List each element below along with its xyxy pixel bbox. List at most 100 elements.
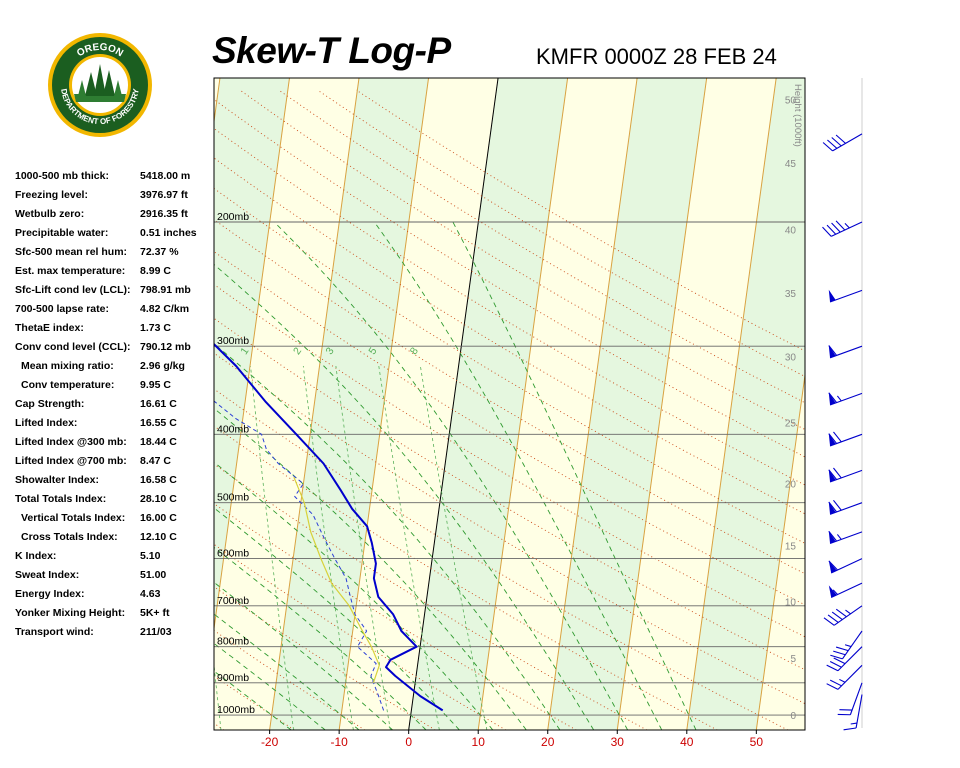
index-value: 16.58 C: [140, 474, 177, 486]
index-label: Wetbulb zero:: [15, 208, 85, 220]
plot-frame: [213, 77, 806, 731]
barb-full: [839, 709, 853, 711]
index-label: Total Totals Index:: [15, 493, 107, 505]
barb-shaft: [830, 558, 863, 574]
barb-full: [835, 220, 846, 231]
index-label: Sfc-Lift cond lev (LCL):: [15, 284, 131, 296]
index-value: 798.91 mb: [140, 284, 191, 296]
barb-half: [839, 678, 846, 683]
height-tick-label: 25: [785, 419, 797, 430]
x-tick-label: -10: [330, 735, 348, 749]
index-row: Conv temperature: 9.95 C: [15, 375, 205, 394]
index-value: 790.12 mb: [140, 341, 191, 353]
index-value: 2.96 g/kg: [140, 360, 185, 372]
barb-flag: [828, 560, 837, 573]
barb-full: [823, 617, 835, 626]
moist-adiabat: [214, 263, 595, 730]
wind-barb: [826, 664, 863, 690]
wind-barb: [828, 345, 863, 359]
isotherm: [214, 78, 221, 126]
barb-half: [850, 722, 858, 725]
barb-flag: [828, 289, 836, 303]
mixing-ratio-line: [214, 661, 222, 730]
index-row: Transport wind: 211/03: [15, 622, 205, 641]
index-value: 8.47 C: [140, 455, 171, 467]
mixing-ratio-line: [420, 365, 488, 730]
barb-shaft: [829, 469, 863, 483]
isotherm: [214, 78, 290, 633]
barb-full: [830, 654, 843, 660]
pressure-label: 500mb: [217, 492, 249, 504]
wind-barb: [828, 431, 863, 447]
barb-shaft: [833, 605, 863, 626]
isotherm: [0, 78, 81, 730]
index-row: Precipitable water: 0.51 inches: [15, 223, 205, 242]
dry-adiabat: [317, 89, 805, 378]
index-label: Lifted Index @300 mb:: [15, 436, 127, 448]
index-value: 5.10: [140, 550, 161, 562]
barb-half: [836, 534, 842, 540]
station-time-label: KMFR 0000Z 28 FEB 24: [536, 44, 777, 69]
barb-full: [828, 501, 838, 513]
moist-adiabat: [374, 221, 663, 730]
index-label: Conv temperature:: [21, 379, 115, 391]
index-row: Lifted Index: 16.55 C: [15, 413, 205, 432]
dry-adiabat: [214, 352, 805, 705]
index-row: K Index: 5.10: [15, 546, 205, 565]
barb-flag: [828, 469, 836, 483]
barb-shaft: [829, 289, 863, 303]
height-tick-label: 45: [785, 159, 797, 170]
wind-barb: [828, 499, 863, 515]
index-row: Yonker Mixing Height: 5K+ ft: [15, 603, 205, 622]
barb-full: [822, 142, 833, 152]
index-value: 16.00 C: [140, 512, 177, 524]
index-label: Vertical Totals Index:: [21, 512, 126, 524]
wind-barb: [826, 646, 863, 672]
dry-adiabat: [214, 98, 805, 458]
index-row: Sfc-Lift cond lev (LCL): 798.91 mb: [15, 280, 205, 299]
temperature-band: [0, 78, 150, 730]
barb-shaft: [849, 682, 863, 715]
logo-top-text: OREGON: [75, 42, 125, 59]
barb-half: [832, 589, 838, 595]
moist-adiabat: [273, 221, 629, 730]
barb-full: [828, 469, 838, 480]
height-tick-label: 5: [790, 654, 796, 665]
mixing-ratio-label: 0.4: [174, 338, 192, 357]
oregon-forestry-logo: OREGON DEPARTMENT OF FORESTRY: [48, 33, 152, 137]
isotherm: [686, 78, 777, 730]
index-value: 12.10 C: [140, 531, 177, 543]
barb-shaft: [837, 646, 863, 672]
mixing-ratio-label: 3: [323, 345, 336, 357]
index-value: 28.10 C: [140, 493, 177, 505]
barb-full: [831, 611, 843, 621]
index-row: Lifted Index @700 mb: 8.47 C: [15, 451, 205, 470]
barb-flag: [828, 392, 836, 406]
isotherm: [616, 78, 708, 730]
index-row: Cross Totals Index: 12.10 C: [15, 527, 205, 546]
isotherm: [755, 371, 805, 730]
barb-full: [829, 661, 842, 668]
index-label: Yonker Mixing Height:: [15, 607, 126, 619]
isotherm: [547, 78, 638, 730]
index-value: 16.61 C: [140, 398, 177, 410]
pressure-label: 800mb: [217, 636, 249, 648]
index-value: 4.63: [140, 588, 161, 600]
barb-full: [827, 139, 838, 149]
index-value: 211/03: [140, 626, 172, 638]
index-label: Energy Index:: [15, 588, 85, 600]
barb-flag: [828, 502, 836, 515]
barb-half: [836, 395, 842, 402]
temperature-band: [0, 78, 11, 730]
height-tick-label: 40: [785, 226, 797, 237]
x-tick-label: 10: [472, 735, 486, 749]
index-row: Wetbulb zero: 2916.35 ft: [15, 204, 205, 223]
index-label: Est. max temperature:: [15, 265, 126, 277]
wind-barb: [828, 289, 863, 303]
wind-barb: [828, 558, 863, 574]
index-label: Cross Totals Index:: [21, 531, 118, 543]
index-value: 0.51 inches: [140, 227, 197, 239]
isotherm: [0, 78, 11, 730]
isotherm: [269, 78, 360, 730]
index-label: 1000-500 mb thick:: [15, 170, 109, 182]
